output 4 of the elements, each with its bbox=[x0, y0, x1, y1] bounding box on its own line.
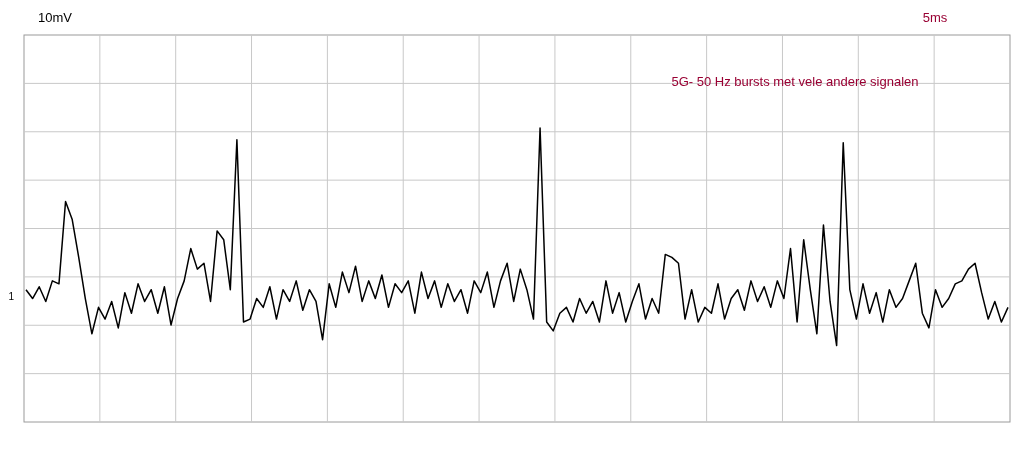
text: 5ms bbox=[922, 10, 948, 25]
text: 5G- 50 Hz bursts met vele andere signalen bbox=[671, 74, 919, 89]
text: 10mV bbox=[38, 10, 73, 25]
text: 1 bbox=[8, 291, 15, 302]
